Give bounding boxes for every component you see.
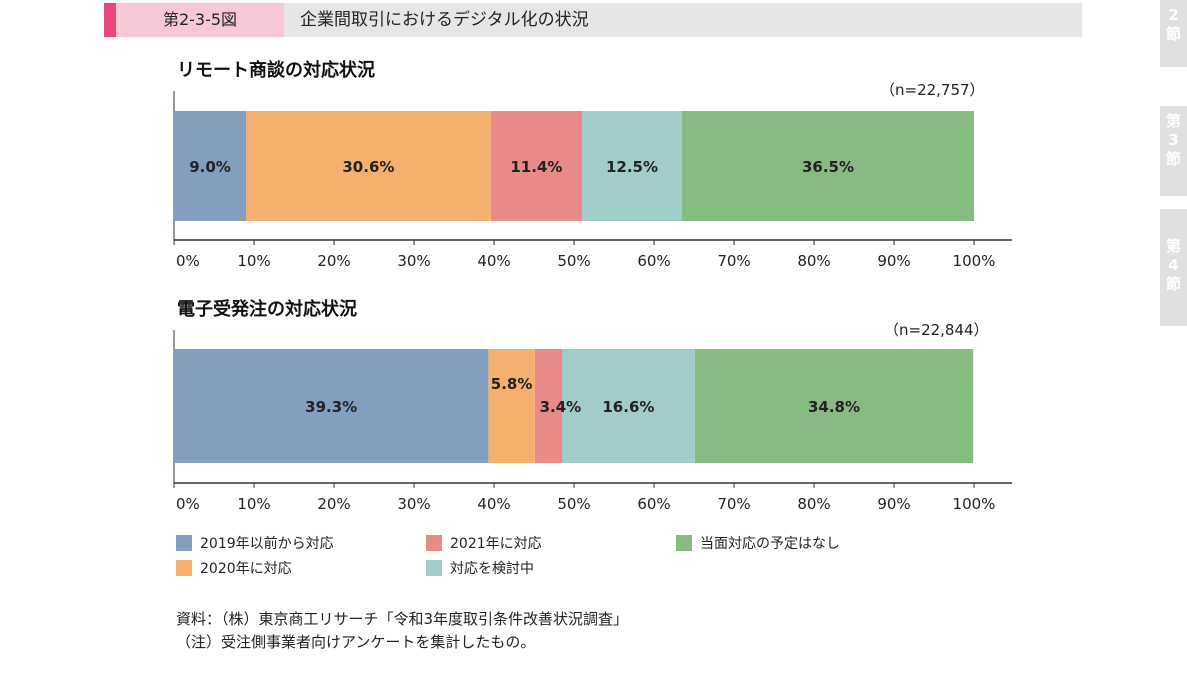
- chart-1-sample-size: （n=22,757）: [880, 81, 985, 99]
- x-tick-label: 20%: [317, 252, 350, 270]
- x-tick-label: 80%: [797, 252, 830, 270]
- legend-label: 2021年に対応: [450, 536, 542, 552]
- source-line: 資料：（株）東京商工リサーチ「令和3年度取引条件改善状況調査」: [176, 610, 629, 628]
- legend-swatch: [176, 560, 192, 576]
- figure-number: 第2-3-5図: [116, 3, 284, 37]
- bar-segment: [488, 349, 535, 463]
- legend-swatch: [426, 535, 442, 551]
- chart-2-sample-size: （n=22,844）: [884, 321, 989, 339]
- x-tick-label: 40%: [477, 252, 510, 270]
- x-tick-label: 10%: [237, 252, 270, 270]
- legend-item-2020: 2020年に対応: [176, 558, 292, 578]
- x-tick-label: 0%: [176, 495, 200, 513]
- figure-title: 企業間取引におけるデジタル化の状況: [300, 10, 589, 30]
- data-label: 16.6%: [602, 398, 654, 416]
- data-label: 12.5%: [606, 158, 658, 176]
- data-label: 36.5%: [802, 158, 854, 176]
- bar-segment: [490, 111, 582, 221]
- legend-item-2019: 2019年以前から対応: [176, 533, 334, 553]
- legend-label: 2019年以前から対応: [200, 536, 334, 552]
- x-tick-label: 90%: [877, 495, 910, 513]
- data-label: 5.8%: [491, 375, 533, 393]
- bar-segment: [534, 349, 562, 463]
- x-tick-label: 60%: [637, 252, 670, 270]
- x-tick-label: 30%: [397, 495, 430, 513]
- data-label: 9.0%: [189, 158, 231, 176]
- bar-segment: [694, 349, 974, 463]
- data-label: 30.6%: [342, 158, 394, 176]
- x-tick-label: 70%: [717, 252, 750, 270]
- x-tick-label: 60%: [637, 495, 670, 513]
- x-tick-label: 50%: [557, 252, 590, 270]
- legend-label: 当面対応の予定はなし: [700, 536, 840, 552]
- data-label: 11.4%: [510, 158, 562, 176]
- x-tick-label: 20%: [317, 495, 350, 513]
- x-tick-label: 80%: [797, 495, 830, 513]
- note-line: （注）受注側事業者向けアンケートを集計したもの。: [176, 633, 536, 651]
- x-tick-label: 0%: [176, 252, 200, 270]
- x-tick-label: 100%: [953, 252, 996, 270]
- x-tick-label: 30%: [397, 252, 430, 270]
- bar-segment: [682, 111, 974, 221]
- data-label: 39.3%: [305, 398, 357, 416]
- x-tick-label: 100%: [953, 495, 996, 513]
- legend-swatch: [426, 560, 442, 576]
- x-tick-label: 50%: [557, 495, 590, 513]
- legend-label: 2020年に対応: [200, 561, 292, 577]
- x-tick-label: 70%: [717, 495, 750, 513]
- figure-header: 第2-3-5図 企業間取引におけるデジタル化の状況: [104, 3, 1082, 37]
- x-tick-label: 40%: [477, 495, 510, 513]
- bar-segment: [174, 111, 246, 221]
- legend-item-no-plan: 当面対応の予定はなし: [676, 533, 840, 553]
- legend: 2019年以前から対応 2020年に対応 2021年に対応 対応を検討中 当面対…: [176, 533, 936, 581]
- data-label: 34.8%: [808, 398, 860, 416]
- legend-item-2021: 2021年に対応: [426, 533, 542, 553]
- legend-swatch: [676, 535, 692, 551]
- x-tick-label: 10%: [237, 495, 270, 513]
- legend-item-considering: 対応を検討中: [426, 558, 534, 578]
- legend-swatch: [176, 535, 192, 551]
- legend-label: 対応を検討中: [450, 561, 534, 577]
- x-tick-label: 90%: [877, 252, 910, 270]
- source-note: 資料：（株）東京商工リサーチ「令和3年度取引条件改善状況調査」 （注）受注側事業…: [176, 608, 628, 654]
- chart-1-title: リモート商談の対応状況: [177, 60, 375, 81]
- header-accent-bar: [104, 3, 116, 37]
- bar-segment: [562, 349, 695, 463]
- chart-2-title: 電子受発注の対応状況: [177, 299, 357, 320]
- bar-segment: [582, 111, 682, 221]
- bar-segment: [174, 349, 489, 463]
- bar-segment: [246, 111, 491, 221]
- data-label: 3.4%: [540, 398, 582, 416]
